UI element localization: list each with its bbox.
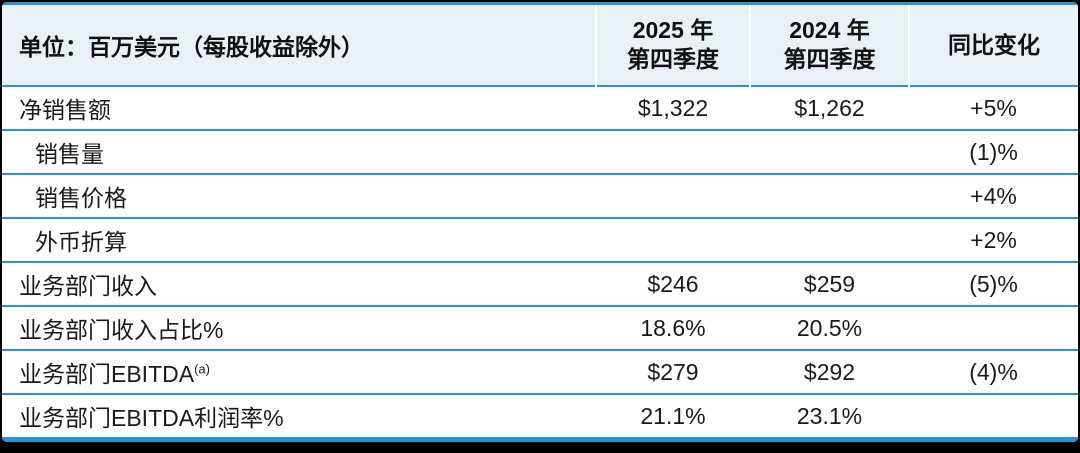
value-q4-2025 xyxy=(596,129,750,174)
value-q4-2025: 18.6% xyxy=(596,305,750,350)
column-header-q4-2025-line2: 第四季度 xyxy=(627,46,719,72)
value-q4-2024: $259 xyxy=(750,261,909,306)
value-yoy xyxy=(909,305,1078,350)
value-yoy xyxy=(909,393,1078,440)
footnote-marker: (a) xyxy=(194,361,210,377)
row-label: 销售量 xyxy=(2,129,596,174)
table-row-segment-ebitda: 业务部门EBITDA(a) $279 $292 (4)% xyxy=(2,349,1078,394)
value-yoy: +2% xyxy=(909,217,1078,262)
table-row-segment-income-pct: 业务部门收入占比% 18.6% 20.5% xyxy=(2,305,1078,350)
table-header: 单位：百万美元（每股收益除外） 2025 年 第四季度 2024 年 第四季度 … xyxy=(2,3,1078,86)
value-q4-2025: 21.1% xyxy=(596,393,750,440)
row-label: 销售价格 xyxy=(2,173,596,218)
row-label-text: 业务部门EBITDA xyxy=(19,361,195,387)
column-header-q4-2024-line2: 第四季度 xyxy=(783,46,876,72)
header-row: 单位：百万美元（每股收益除外） 2025 年 第四季度 2024 年 第四季度 … xyxy=(2,3,1078,86)
value-q4-2024 xyxy=(750,217,909,262)
table-row-segment-ebitda-margin: 业务部门EBITDA利润率% 21.1% 23.1% xyxy=(2,393,1078,440)
row-label: 业务部门EBITDA(a) xyxy=(2,349,596,394)
column-header-q4-2024-line1: 2024 年 xyxy=(789,17,870,44)
column-header-yoy-change: 同比变化 xyxy=(908,3,1078,86)
value-yoy: +4% xyxy=(909,173,1078,218)
table-row-currency: 外币折算 +2% xyxy=(2,217,1078,262)
value-q4-2024 xyxy=(750,129,909,174)
value-q4-2024: $292 xyxy=(750,349,909,394)
unit-header: 单位：百万美元（每股收益除外） xyxy=(2,3,596,86)
value-q4-2024: 20.5% xyxy=(750,305,909,350)
value-q4-2024: 23.1% xyxy=(750,393,909,440)
value-yoy: (4)% xyxy=(909,349,1078,394)
table-row-net-sales: 净销售额 $1,322 $1,262 +5% xyxy=(2,85,1078,130)
table-row-segment-income: 业务部门收入 $246 $259 (5)% xyxy=(2,261,1078,306)
row-label: 业务部门收入占比% xyxy=(2,305,596,350)
quarterly-results-table: 单位：百万美元（每股收益除外） 2025 年 第四季度 2024 年 第四季度 … xyxy=(2,2,1078,442)
value-q4-2025: $279 xyxy=(596,349,750,394)
table-body: 净销售额 $1,322 $1,262 +5% 销售量 (1)% 销售价格 +4% xyxy=(2,85,1078,440)
column-header-q4-2025-line1: 2025 年 xyxy=(632,17,714,44)
column-header-q4-2024: 2024 年 第四季度 xyxy=(749,3,909,86)
column-header-q4-2025: 2025 年 第四季度 xyxy=(595,3,750,86)
value-yoy: (1)% xyxy=(909,129,1078,174)
value-q4-2024: $1,262 xyxy=(750,85,909,130)
value-q4-2025 xyxy=(596,173,750,218)
value-q4-2024 xyxy=(750,173,909,218)
value-yoy: +5% xyxy=(909,85,1078,130)
value-q4-2025 xyxy=(596,217,750,262)
row-label: 外币折算 xyxy=(2,217,596,262)
table-card: 单位：百万美元（每股收益除外） 2025 年 第四季度 2024 年 第四季度 … xyxy=(2,2,1078,442)
row-label: 净销售额 xyxy=(2,85,596,130)
value-q4-2025: $1,322 xyxy=(596,85,750,130)
value-q4-2025: $246 xyxy=(596,261,750,306)
table-row-price: 销售价格 +4% xyxy=(2,173,1078,218)
table-row-volume: 销售量 (1)% xyxy=(2,129,1078,174)
row-label: 业务部门EBITDA利润率% xyxy=(2,393,596,440)
row-label: 业务部门收入 xyxy=(2,261,596,306)
value-yoy: (5)% xyxy=(909,261,1078,306)
